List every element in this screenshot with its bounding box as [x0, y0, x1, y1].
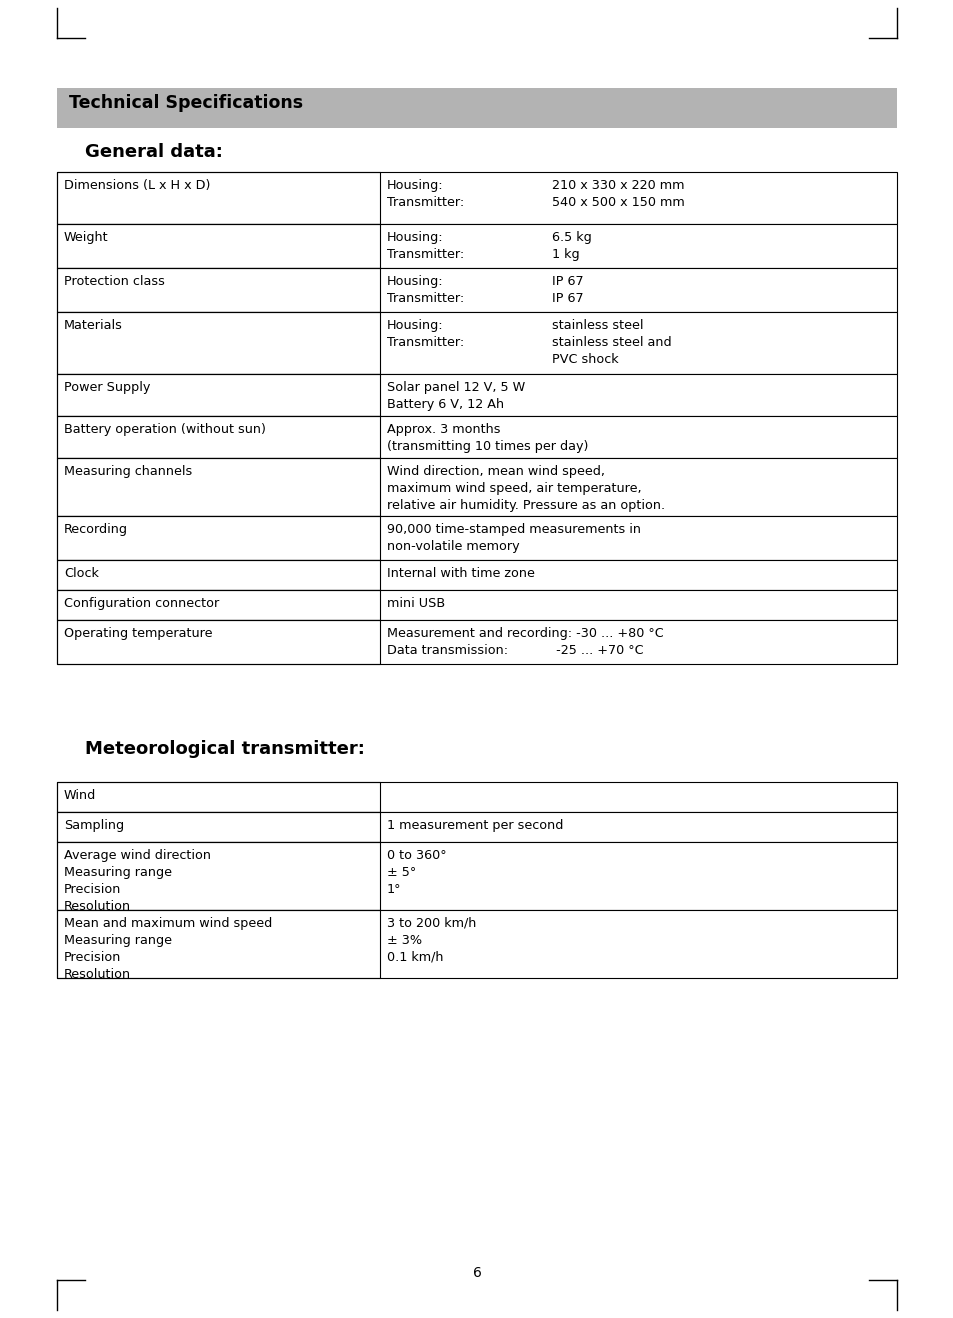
Text: Protection class: Protection class [64, 275, 165, 289]
Bar [57, 619, 379, 664]
Text: General data:: General data: [85, 142, 223, 161]
Bar [57, 374, 896, 416]
Bar [57, 224, 896, 268]
Text: Internal with time zone: Internal with time zone [387, 567, 535, 580]
Text: Technical Specifications: Technical Specifications [69, 94, 303, 112]
Bar [57, 782, 896, 812]
Text: Materials: Materials [64, 319, 123, 332]
Bar [57, 173, 379, 224]
Bar [57, 268, 896, 312]
Bar [57, 909, 379, 978]
Text: Operating temperature: Operating temperature [64, 627, 213, 641]
Bar [57, 457, 379, 517]
Bar [57, 782, 379, 812]
Text: stainless steel
stainless steel and
PVC shock: stainless steel stainless steel and PVC … [552, 319, 671, 366]
Text: Average wind direction
Measuring range
Precision
Resolution: Average wind direction Measuring range P… [64, 849, 211, 913]
Text: mini USB: mini USB [387, 597, 445, 610]
Bar [57, 842, 896, 909]
Text: 6: 6 [472, 1267, 481, 1280]
Text: Wind direction, mean wind speed,
maximum wind speed, air temperature,
relative a: Wind direction, mean wind speed, maximum… [387, 465, 664, 511]
Text: Recording: Recording [64, 523, 128, 536]
Bar [57, 590, 896, 619]
Bar [57, 224, 379, 268]
Text: Weight: Weight [64, 231, 109, 244]
Bar [57, 842, 379, 909]
Text: Meteorological transmitter:: Meteorological transmitter: [85, 739, 364, 758]
Bar [57, 457, 896, 517]
Bar [57, 517, 379, 560]
Bar [57, 812, 379, 842]
Bar [57, 312, 379, 374]
Text: Battery operation (without sun): Battery operation (without sun) [64, 423, 266, 436]
Text: Power Supply: Power Supply [64, 381, 151, 394]
Bar [57, 909, 896, 978]
Text: Mean and maximum wind speed
Measuring range
Precision
Resolution: Mean and maximum wind speed Measuring ra… [64, 917, 272, 981]
Bar [57, 560, 379, 590]
Text: Sampling: Sampling [64, 818, 124, 832]
Bar [57, 268, 379, 312]
Text: Measurement and recording: -30 ... +80 °C
Data transmission:            -25 ... : Measurement and recording: -30 ... +80 °… [387, 627, 663, 656]
Text: 3 to 200 km/h
± 3%
0.1 km/h: 3 to 200 km/h ± 3% 0.1 km/h [387, 917, 476, 963]
Text: 1 measurement per second: 1 measurement per second [387, 818, 563, 832]
Bar [57, 560, 896, 590]
Text: IP 67
IP 67: IP 67 IP 67 [552, 275, 583, 304]
Text: 210 x 330 x 220 mm
540 x 500 x 150 mm: 210 x 330 x 220 mm 540 x 500 x 150 mm [552, 179, 684, 210]
Text: Housing:
Transmitter:: Housing: Transmitter: [387, 231, 464, 261]
Text: Measuring channels: Measuring channels [64, 465, 193, 478]
Bar [57, 590, 379, 619]
Bar [57, 517, 896, 560]
Bar [57, 88, 896, 128]
Text: Solar panel 12 V, 5 W
Battery 6 V, 12 Ah: Solar panel 12 V, 5 W Battery 6 V, 12 Ah [387, 381, 525, 411]
Text: 6.5 kg
1 kg: 6.5 kg 1 kg [552, 231, 591, 261]
Text: Approx. 3 months
(transmitting 10 times per day): Approx. 3 months (transmitting 10 times … [387, 423, 588, 453]
Bar [57, 812, 896, 842]
Text: Configuration connector: Configuration connector [64, 597, 219, 610]
Bar [57, 374, 379, 416]
Bar [57, 312, 896, 374]
Bar [57, 416, 896, 457]
Text: Housing:
Transmitter:: Housing: Transmitter: [387, 275, 464, 304]
Text: 0 to 360°
± 5°
1°: 0 to 360° ± 5° 1° [387, 849, 446, 896]
Text: Housing:
Transmitter:: Housing: Transmitter: [387, 179, 464, 210]
Text: Housing:
Transmitter:: Housing: Transmitter: [387, 319, 464, 349]
Bar [57, 619, 896, 664]
Text: Clock: Clock [64, 567, 99, 580]
Text: Wind: Wind [64, 789, 96, 801]
Text: Dimensions (L x H x D): Dimensions (L x H x D) [64, 179, 211, 192]
Text: 90,000 time-stamped measurements in
non-volatile memory: 90,000 time-stamped measurements in non-… [387, 523, 640, 554]
Bar [57, 416, 379, 457]
Bar [57, 173, 896, 224]
